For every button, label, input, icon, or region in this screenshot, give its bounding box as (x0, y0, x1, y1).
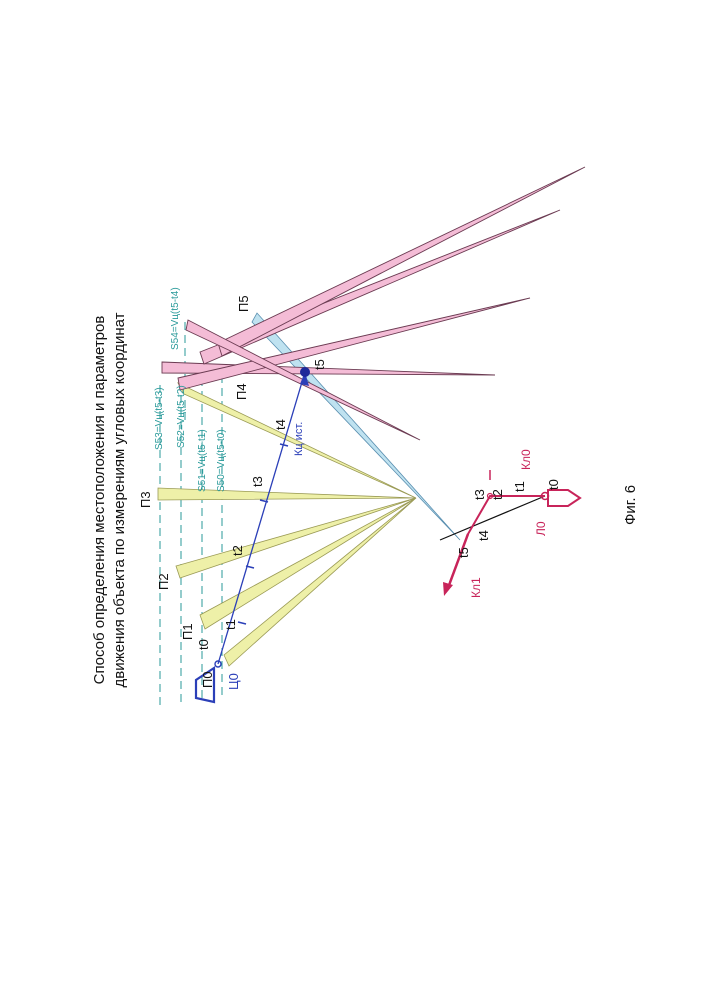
label-p4: П4 (234, 383, 249, 400)
target-mark-t1: t1 (223, 619, 238, 630)
diagram-figure: Способ определения местоположения и пара… (0, 0, 707, 1000)
target-mark-t2: t2 (230, 545, 245, 556)
label-p3: П3 (138, 491, 153, 508)
title-line-2: движения объекта по измерениям угловых к… (111, 312, 128, 687)
target-mark-t5: t5 (312, 359, 327, 370)
label-p2: П2 (156, 573, 171, 590)
carrier-mark-t2: t2 (490, 489, 505, 500)
carrier-course0-label: Кл0 (519, 449, 533, 470)
carrier-mark-t0: t0 (546, 479, 561, 490)
target-end-point (300, 367, 310, 377)
carrier-course1-label: Кл1 (469, 577, 483, 598)
carrier-path (450, 496, 545, 582)
target-start-label: Ц0 (226, 673, 241, 690)
label-p5: П5 (236, 295, 251, 312)
distance-label-s53: S53=Vц(t5-t3) (154, 387, 165, 450)
figure-caption-group: Фиг. 6 (622, 485, 639, 525)
distance-label-s52: S52=Vц(t5-t2) (176, 385, 187, 448)
carrier-trajectory (440, 470, 549, 596)
distance-label-s54: S54=Vц(t5-t4) (170, 287, 181, 350)
target-mark-t4: t4 (273, 419, 288, 430)
target-mark-t3: t3 (250, 476, 265, 487)
pink-sector-3 (200, 210, 560, 364)
carrier-ship-icon (548, 490, 580, 506)
target-course-label: Кц ист. (293, 422, 305, 456)
carrier-mark-t1: t1 (512, 481, 527, 492)
carrier-mark-t4: t4 (476, 530, 491, 541)
figure-title: Способ определения местоположения и пара… (91, 312, 128, 687)
carrier-start-label: Л0 (534, 521, 548, 536)
distance-label-s51: S51=Vц(t5-t1) (197, 429, 208, 492)
carrier-course-arrow (448, 534, 468, 588)
title-line-1: Способ определения местоположения и пара… (91, 316, 108, 685)
sector-p0 (224, 498, 416, 666)
target-tick-t4 (280, 444, 288, 446)
carrier-time-marks: t0 t1 t2 t3 t4 t5 (456, 479, 561, 558)
figure-caption: Фиг. 6 (622, 485, 639, 525)
target-tick-t1 (238, 622, 246, 624)
pink-sectors (162, 167, 585, 440)
carrier-bearing-line (440, 496, 545, 540)
carrier-mark-t3: t3 (472, 489, 487, 500)
target-mark-t0: t0 (196, 639, 211, 650)
carrier-mark-t5: t5 (456, 547, 471, 558)
distance-label-s50: S50=Vц(t5-t0) (216, 429, 227, 492)
carrier-course-arrowhead (443, 582, 453, 596)
label-p1: П1 (180, 623, 195, 640)
label-p0: П0 (200, 671, 215, 688)
sector-p1 (200, 498, 416, 629)
